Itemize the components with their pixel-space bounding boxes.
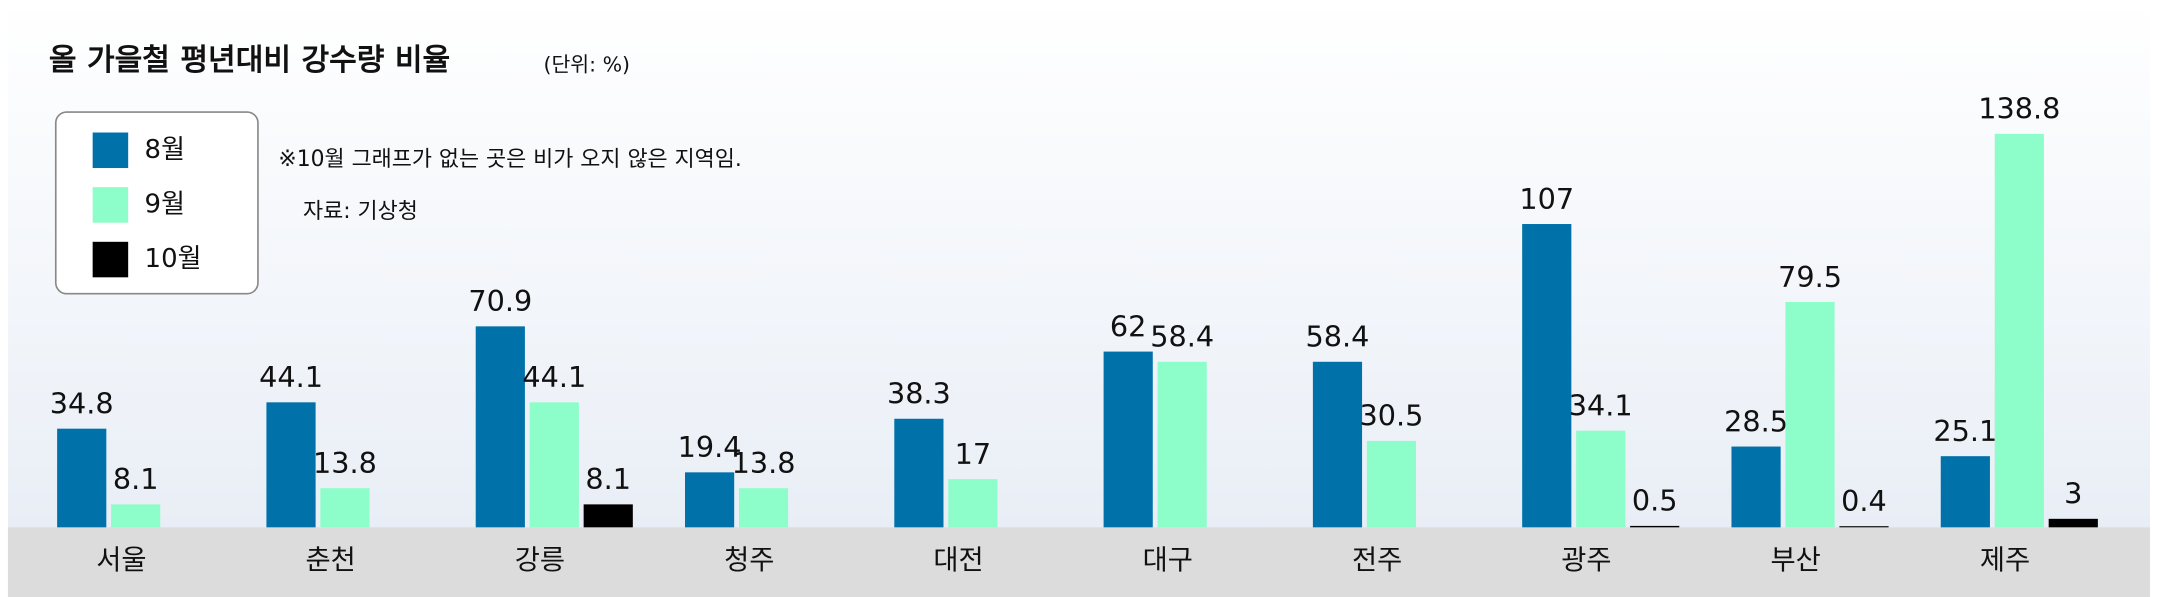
value-label: 13.8 — [313, 446, 377, 480]
x-tick-label: 강릉 — [515, 545, 565, 576]
value-label: 58.4 — [1150, 320, 1214, 354]
value-label: 38.3 — [887, 377, 951, 411]
bar — [738, 488, 789, 528]
value-label: 28.5 — [1724, 404, 1788, 438]
value-label: 58.4 — [1306, 320, 1370, 354]
bar — [1839, 526, 1889, 528]
value-label: 8.1 — [113, 462, 159, 496]
x-tick-label: 부산 — [1771, 545, 1821, 576]
value-label: 44.1 — [259, 360, 323, 394]
value-label: 3 — [2064, 477, 2082, 511]
source: 자료: 기상청 — [303, 199, 418, 224]
value-label: 8.1 — [585, 462, 631, 496]
bar — [1994, 133, 2044, 528]
bar — [583, 504, 633, 528]
chart-title: 올 가을철 평년대비 강수량 비율 — [49, 43, 450, 78]
bar — [1522, 224, 1572, 528]
bar — [685, 472, 735, 528]
bar — [2048, 518, 2098, 528]
value-label: 70.9 — [468, 284, 532, 318]
value-label: 19.4 — [678, 430, 742, 464]
x-tick-label: 대전 — [933, 545, 983, 576]
category-band — [7, 527, 2151, 597]
value-label: 44.1 — [522, 360, 586, 394]
bar — [1940, 456, 1990, 528]
bar — [1576, 430, 1626, 528]
x-tick-label: 춘천 — [305, 545, 355, 576]
value-label: 79.5 — [1778, 260, 1842, 294]
x-tick-label: 서울 — [96, 545, 146, 576]
value-label: 62 — [1110, 309, 1146, 343]
value-label: 138.8 — [1978, 92, 2060, 126]
bar — [57, 428, 107, 528]
value-label: 34.1 — [1569, 388, 1633, 422]
legend-label: 10월 — [145, 244, 202, 274]
x-tick-label: 청주 — [724, 545, 774, 576]
bar — [266, 402, 316, 528]
bar — [1366, 440, 1417, 528]
bar — [1103, 351, 1153, 528]
bar — [1312, 361, 1363, 528]
x-tick-label: 제주 — [1980, 545, 2030, 576]
bar — [1630, 525, 1680, 528]
bar — [894, 418, 944, 528]
legend-swatch — [92, 241, 129, 278]
legend-swatch — [92, 187, 129, 223]
value-label: 34.8 — [50, 386, 114, 420]
bar — [320, 488, 370, 528]
value-label: 0.4 — [1841, 484, 1887, 518]
x-tick-label: 광주 — [1561, 545, 1611, 576]
note: ※10월 그래프가 없는 곳은 비가 오지 않은 지역임. — [278, 147, 741, 172]
legend-swatch — [92, 132, 129, 169]
bar — [529, 402, 579, 528]
bar — [948, 479, 998, 528]
bar — [1157, 361, 1207, 528]
x-tick-label: 전주 — [1352, 545, 1402, 576]
value-label: 0.5 — [1632, 484, 1678, 518]
bar — [1731, 446, 1781, 528]
bar — [111, 504, 161, 528]
value-label: 107 — [1519, 182, 1574, 216]
bar — [1785, 301, 1835, 528]
value-label: 17 — [955, 437, 991, 471]
x-tick-label: 대구 — [1143, 545, 1193, 576]
bar — [475, 326, 525, 528]
chart-subtitle: (단위: %) — [543, 53, 630, 77]
value-label: 25.1 — [1933, 414, 1997, 448]
value-label: 13.8 — [732, 446, 796, 480]
legend-label: 9월 — [145, 189, 185, 219]
value-label: 30.5 — [1360, 399, 1424, 433]
legend-label: 8월 — [145, 135, 185, 165]
